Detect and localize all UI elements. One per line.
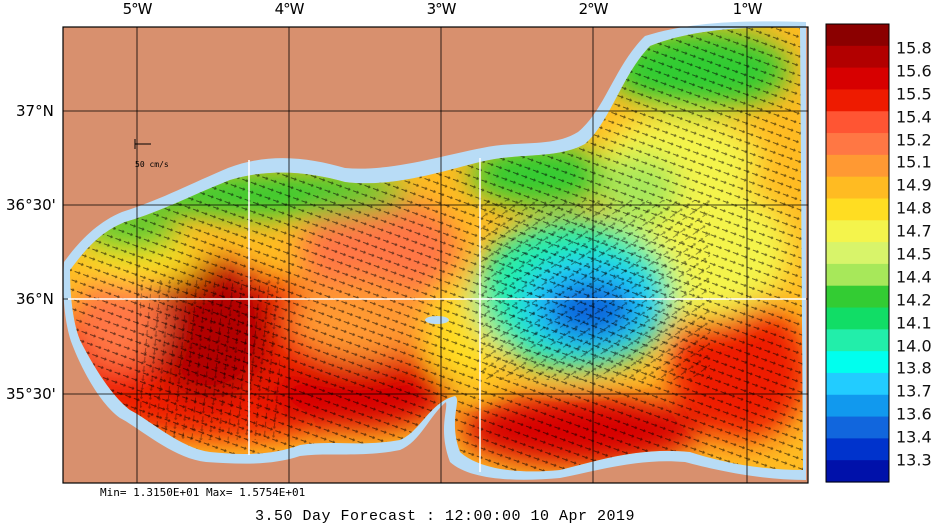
colorbar-swatch	[826, 416, 889, 439]
colorbar-tick-label: 13.8	[896, 358, 932, 378]
colorbar-tick-label: 15.4	[896, 107, 932, 127]
lat-label-36n: 36°N	[16, 290, 54, 308]
colorbar-swatch	[826, 89, 889, 112]
colorbar	[826, 24, 889, 483]
colorbar-tick-label: 15.8	[896, 38, 932, 58]
colorbar-swatch	[826, 460, 889, 483]
colorbar-tick-label: 15.5	[896, 84, 932, 104]
colorbar-swatch	[826, 154, 889, 178]
colorbar-swatch	[826, 351, 889, 374]
colorbar-tick-label: 14.5	[896, 244, 932, 264]
lon-label-1w: 1°W	[732, 0, 763, 18]
colorbar-swatch	[826, 307, 889, 330]
colorbar-swatch	[826, 263, 889, 287]
colorbar-swatch	[826, 176, 889, 200]
colorbar-tick-label: 14.7	[896, 221, 932, 241]
lon-label-5w: 5°W	[122, 0, 153, 18]
colorbar-tick-label: 13.3	[896, 450, 932, 470]
colorbar-tick-label: 14.1	[896, 313, 932, 333]
alboran-island	[425, 316, 449, 324]
colorbar-swatch	[826, 198, 889, 221]
colorbar-tick-label: 14.2	[896, 290, 932, 310]
lon-label-4w: 4°W	[274, 0, 305, 18]
colorbar-swatch	[826, 111, 889, 134]
colorbar-tick-label: 14.9	[896, 175, 932, 195]
colorbar-swatch	[826, 67, 889, 91]
colorbar-swatch	[826, 394, 889, 418]
colorbar-tick-label: 15.1	[896, 152, 932, 172]
colorbar-frame	[825, 23, 890, 483]
transect-lines	[68, 158, 806, 472]
velocity-scale-label: 50 cm/s	[135, 160, 169, 169]
colorbar-swatch	[826, 438, 889, 461]
colorbar-swatch	[826, 220, 889, 243]
lat-label-36-30: 36°30'	[6, 196, 56, 214]
colorbar-swatch	[826, 285, 889, 309]
lon-label-3w: 3°W	[426, 0, 457, 18]
colorbar-tick-label: 14.8	[896, 198, 932, 218]
colorbar-swatch	[826, 329, 889, 352]
colorbar-swatch	[826, 242, 889, 265]
lon-label-2w: 2°W	[578, 0, 609, 18]
map-frame	[62, 26, 809, 484]
colorbar-tick-label: 13.7	[896, 381, 932, 401]
colorbar-tick-label: 14.4	[896, 267, 932, 287]
min-max-text: Min= 1.3150E+01 Max= 1.5754E+01	[100, 486, 306, 499]
forecast-caption: 3.50 Day Forecast : 12:00:00 10 Apr 2019	[255, 508, 636, 525]
lat-label-35-30: 35°30'	[6, 385, 56, 403]
lat-label-37n: 37°N	[16, 102, 54, 120]
colorbar-swatch	[826, 372, 889, 396]
colorbar-tick-label: 13.6	[896, 404, 932, 424]
colorbar-tick-label: 15.2	[896, 130, 932, 150]
colorbar-swatch	[826, 133, 889, 156]
colorbar-swatch	[826, 24, 889, 47]
colorbar-tick-label: 15.6	[896, 61, 932, 81]
colorbar-swatch	[826, 45, 889, 69]
colorbar-tick-label: 14.0	[896, 336, 932, 356]
colorbar-tick-label: 13.4	[896, 427, 932, 447]
